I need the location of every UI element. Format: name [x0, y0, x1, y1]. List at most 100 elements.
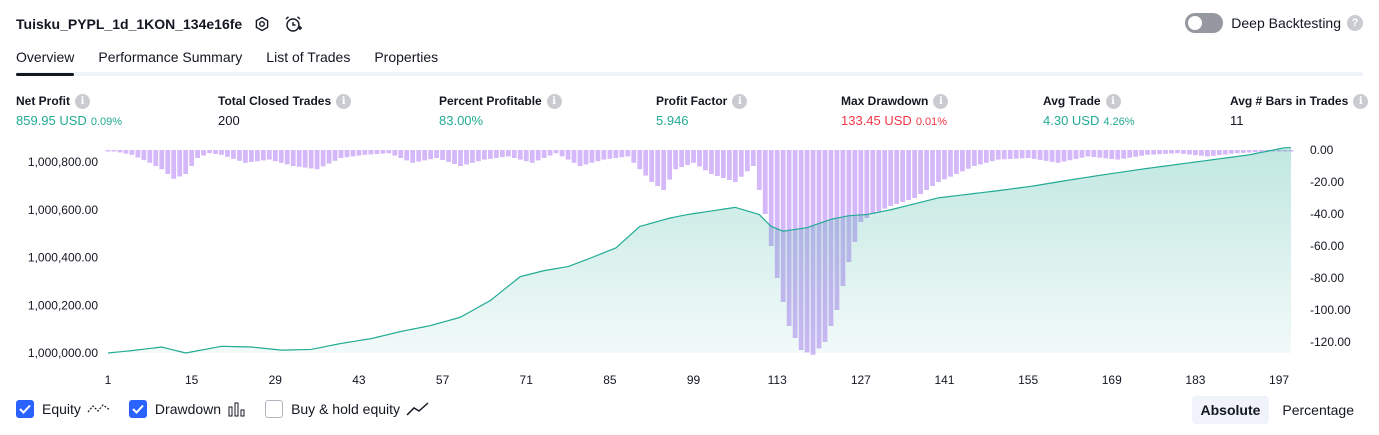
drawdown-bar — [960, 150, 965, 172]
drawdown-bar — [243, 150, 248, 163]
drawdown-bar — [129, 150, 135, 155]
info-icon[interactable]: i — [1353, 93, 1369, 109]
metric-label: Total Closed Trades — [218, 94, 332, 108]
tab-list-of-trades[interactable]: List of Trades — [266, 49, 351, 65]
drawdown-bar — [1085, 150, 1091, 157]
trend-line-icon — [406, 401, 430, 417]
drawdown-bar — [709, 150, 714, 174]
equity-checkbox[interactable]: Equity — [16, 400, 111, 418]
alarm-clock-icon[interactable] — [282, 13, 304, 35]
drawdown-bar — [1007, 150, 1013, 159]
drawdown-bar — [1037, 150, 1043, 160]
drawdown-bar — [380, 150, 386, 154]
drawdown-bar — [571, 150, 577, 163]
drawdown-bar — [290, 150, 296, 166]
y-right-tick-label: -20.00 — [1310, 175, 1344, 189]
buy-hold-equity-checkbox[interactable]: Buy & hold equity — [265, 400, 430, 418]
x-axis: 1 15 29 43 57 71 85 99 113 127 141 155 169 183 197 — [105, 373, 1290, 387]
bar-chart-icon — [227, 401, 247, 417]
metric-value: 133.45 USD — [841, 113, 912, 128]
drawdown-checkbox[interactable]: Drawdown — [128, 400, 247, 418]
drawdown-bar — [852, 150, 858, 242]
info-icon[interactable]: i — [933, 93, 949, 109]
metric-max-drawdown: Max Drawdown i 133.45 USD 0.01% — [841, 93, 949, 128]
drawdown-bar — [906, 150, 912, 200]
x-tick-label: 71 — [520, 373, 534, 387]
metric-net-profit: Net Profit i 859.95 USD 0.09% — [16, 93, 122, 128]
drawdown-bar — [320, 150, 326, 167]
drawdown-label: Drawdown — [154, 401, 222, 417]
drawdown-bar — [1115, 150, 1121, 160]
drawdown-bar — [332, 150, 338, 161]
drawdown-bar — [667, 150, 673, 180]
x-tick-label: 113 — [768, 373, 787, 387]
drawdown-bar — [977, 150, 983, 165]
checkbox-checked-icon[interactable] — [16, 400, 34, 418]
drawdown-bar — [1175, 150, 1180, 154]
info-icon[interactable]: i — [336, 93, 352, 109]
info-icon[interactable]: i — [1105, 93, 1121, 109]
tab-performance-summary[interactable]: Performance Summary — [98, 49, 243, 65]
drawdown-bar — [1163, 150, 1168, 154]
percentage-button[interactable]: Percentage — [1282, 402, 1354, 418]
drawdown-bar — [1193, 150, 1198, 156]
metric-label: Percent Profitable — [439, 94, 542, 108]
tab-overview[interactable]: Overview — [16, 44, 75, 76]
drawdown-bar — [1157, 150, 1162, 155]
info-icon[interactable]: i — [75, 93, 90, 109]
drawdown-bar — [523, 150, 529, 162]
drawdown-bar — [1145, 150, 1151, 155]
drawdown-bar — [744, 150, 750, 172]
settings-icon[interactable] — [251, 13, 273, 35]
drawdown-bar — [1073, 150, 1079, 159]
drawdown-bar — [482, 150, 487, 160]
drawdown-bar — [912, 150, 917, 198]
checkbox-unchecked-icon[interactable] — [265, 400, 284, 418]
drawdown-bar — [499, 150, 505, 158]
drawdown-bar — [948, 150, 953, 177]
drawdown-bar — [679, 150, 684, 168]
drawdown-bar — [296, 150, 302, 167]
equity-drawdown-chart[interactable]: 1,000,800.00 1,000,600.00 1,000,400.00 1,00… — [0, 140, 1379, 390]
drawdown-bar — [260, 150, 266, 161]
drawdown-bar — [1061, 150, 1067, 162]
drawdown-bar — [511, 150, 517, 158]
drawdown-bar — [398, 150, 404, 158]
drawdown-bar — [1031, 150, 1037, 159]
drawdown-bar — [655, 150, 661, 186]
info-icon[interactable]: i — [732, 93, 748, 109]
y-axis-right: 0.00 -20.00 -40.00 -60.00 -80.00 -100.00 -120.… — [1310, 143, 1351, 349]
tabs-divider — [16, 72, 1363, 76]
drawdown-bar — [589, 150, 595, 163]
strategy-header: Tuisku_PYPL_1d_1KON_134e16fe — [16, 12, 304, 36]
x-tick-label: 29 — [269, 373, 283, 387]
drawdown-bar — [882, 150, 888, 209]
drawdown-bar — [631, 150, 637, 163]
drawdown-bar — [237, 150, 242, 161]
checkbox-checked-icon[interactable] — [128, 400, 147, 418]
help-icon[interactable]: ? — [1347, 15, 1363, 31]
info-icon[interactable]: i — [546, 93, 562, 109]
tab-bar: Overview Performance Summary List of Tra… — [16, 44, 462, 76]
drawdown-bar — [900, 150, 906, 202]
absolute-button[interactable]: Absolute — [1191, 396, 1270, 424]
drawdown-bar — [756, 150, 762, 190]
drawdown-bar — [326, 150, 332, 164]
equity-line-icon — [87, 402, 111, 416]
tab-properties[interactable]: Properties — [374, 49, 439, 65]
drawdown-bar — [768, 150, 774, 246]
drawdown-bar — [864, 150, 870, 218]
drawdown-bar — [505, 150, 511, 157]
drawdown-bar — [625, 150, 631, 157]
drawdown-bar — [936, 150, 941, 182]
drawdown-bar — [595, 150, 601, 162]
deep-backtesting-toggle[interactable] — [1185, 13, 1224, 33]
drawdown-bar — [1240, 150, 1246, 153]
drawdown-bar — [750, 150, 756, 166]
drawdown-bar — [1055, 150, 1061, 163]
drawdown-bar — [565, 150, 571, 160]
metric-value: 5.946 — [656, 113, 689, 128]
drawdown-bar — [529, 150, 535, 163]
metric-label: Net Profit — [16, 94, 70, 108]
drawdown-bar — [458, 150, 463, 166]
